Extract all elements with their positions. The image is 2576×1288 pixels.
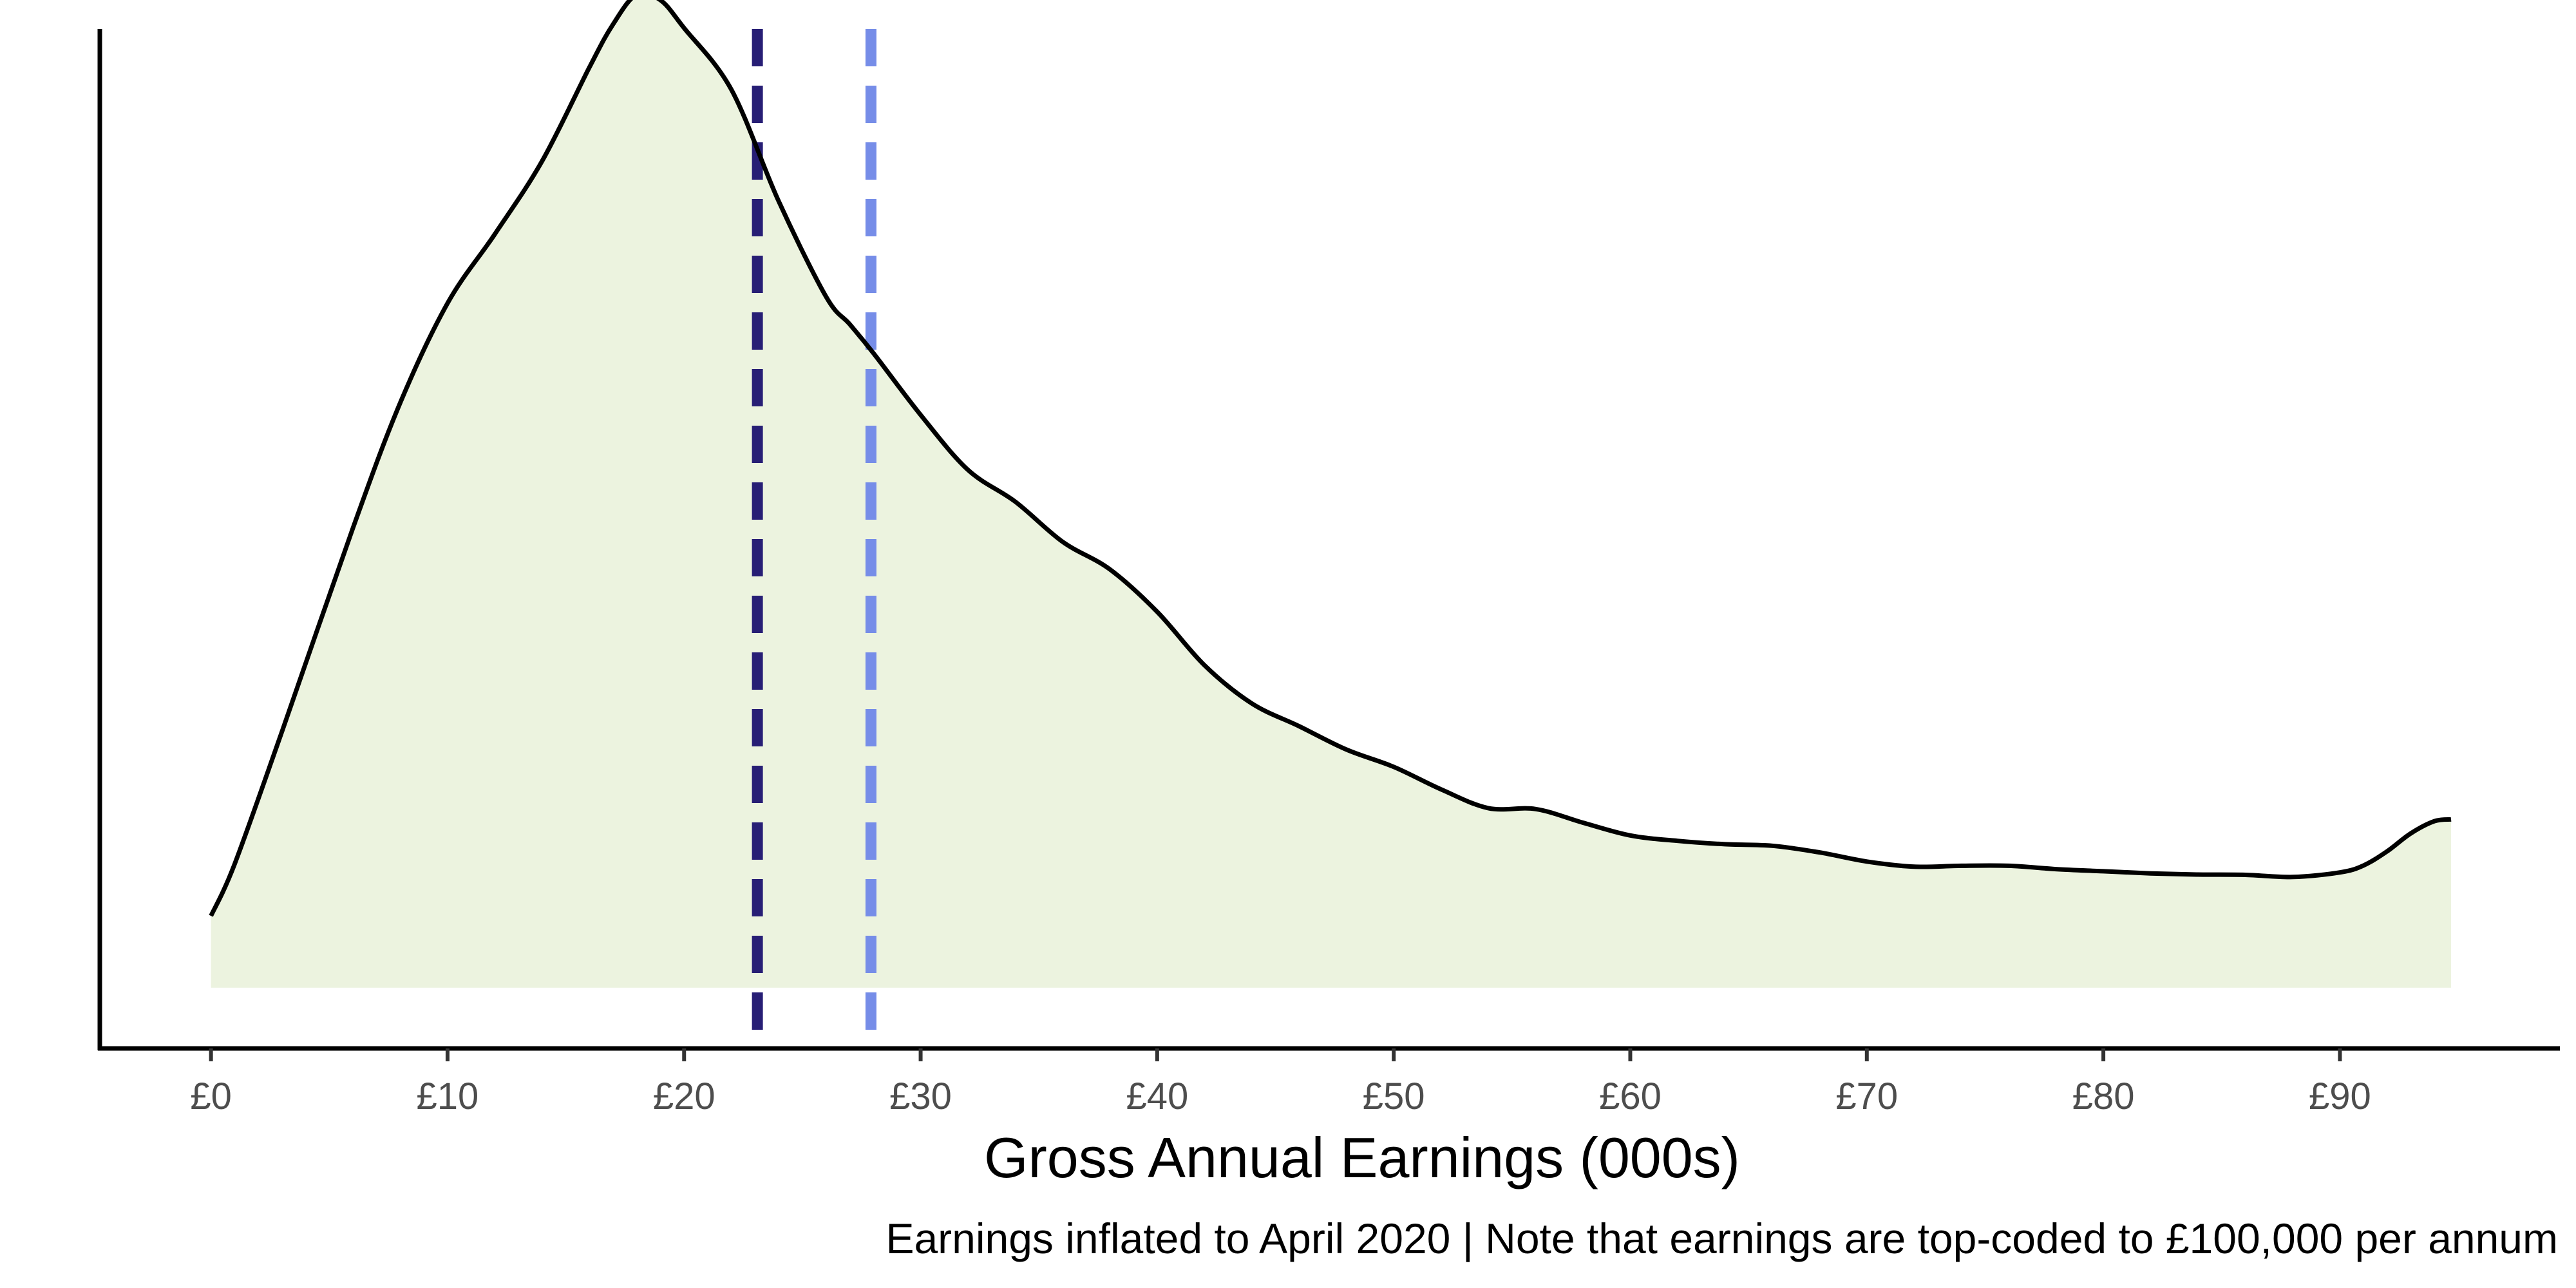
x-tick-label: £10 (417, 1075, 479, 1117)
x-tick-label: £50 (1363, 1075, 1425, 1117)
x-tick-label: £20 (653, 1075, 715, 1117)
x-axis-title: Gross Annual Earnings (000s) (984, 1126, 1740, 1189)
x-tick-label: £0 (190, 1075, 232, 1117)
x-tick-label: £80 (2072, 1075, 2135, 1117)
density-curve (209, 0, 2452, 917)
x-tick-label: £40 (1126, 1075, 1188, 1117)
x-tick-label: £30 (889, 1075, 952, 1117)
x-tick-label: £90 (2309, 1075, 2371, 1117)
x-tick-label: £70 (1835, 1075, 1898, 1117)
chart-caption: Earnings inflated to April 2020 | Note t… (886, 1215, 2558, 1262)
axes: £0 £10 £20 £30 £40 £50 £60 £70 £80 £90 (97, 29, 2560, 1117)
plot-area (209, 0, 2452, 1048)
density-area (211, 0, 2451, 988)
x-tick-label: £60 (1599, 1075, 1662, 1117)
